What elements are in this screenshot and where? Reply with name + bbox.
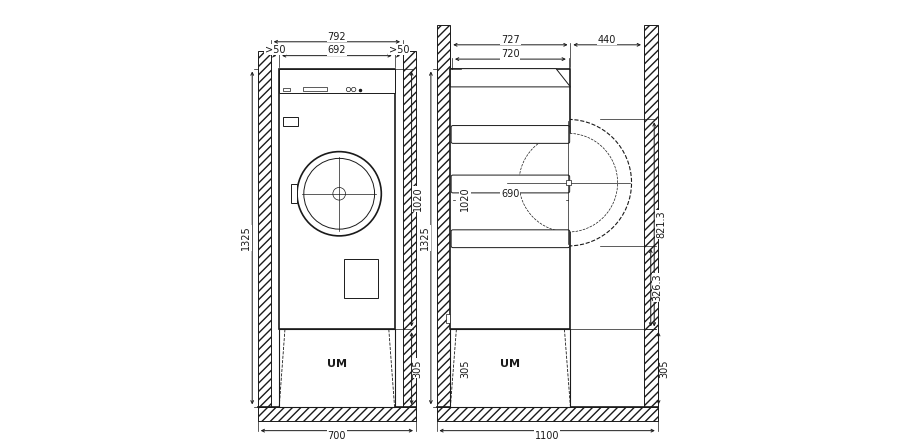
Text: 690: 690 xyxy=(501,189,519,199)
Bar xyxy=(643,25,657,407)
FancyBboxPatch shape xyxy=(451,230,569,248)
Text: 692: 692 xyxy=(327,46,346,55)
Bar xyxy=(279,329,394,407)
Text: UM: UM xyxy=(326,359,346,370)
Text: 305: 305 xyxy=(412,359,422,377)
Bar xyxy=(565,180,570,185)
Text: UM: UM xyxy=(500,359,520,370)
FancyBboxPatch shape xyxy=(451,126,569,143)
Bar xyxy=(436,407,657,421)
Text: 305: 305 xyxy=(659,359,669,377)
Bar xyxy=(450,69,569,329)
FancyBboxPatch shape xyxy=(451,175,569,193)
Text: 700: 700 xyxy=(327,431,346,441)
Text: >50: >50 xyxy=(264,45,285,54)
Circle shape xyxy=(518,133,617,232)
Text: 1020: 1020 xyxy=(459,187,469,211)
Circle shape xyxy=(351,88,355,91)
Circle shape xyxy=(333,187,345,200)
Text: 305: 305 xyxy=(459,359,469,377)
Text: 1325: 1325 xyxy=(241,225,251,250)
Bar xyxy=(292,184,297,203)
Text: 821.3: 821.3 xyxy=(655,210,665,238)
Text: 1100: 1100 xyxy=(534,431,558,441)
Text: 440: 440 xyxy=(598,34,616,45)
Bar xyxy=(445,314,450,323)
Polygon shape xyxy=(450,69,569,87)
Text: >50: >50 xyxy=(388,45,408,54)
Text: 326.3: 326.3 xyxy=(652,274,662,301)
Text: 1020: 1020 xyxy=(412,187,422,211)
Bar xyxy=(282,117,298,126)
Bar xyxy=(282,88,290,91)
Bar xyxy=(450,329,569,407)
Circle shape xyxy=(297,152,381,236)
Bar xyxy=(403,51,415,407)
Text: 720: 720 xyxy=(500,49,519,59)
Text: 1325: 1325 xyxy=(419,225,429,250)
Bar xyxy=(258,407,415,421)
Text: 727: 727 xyxy=(500,34,519,45)
Bar xyxy=(343,259,378,298)
Circle shape xyxy=(346,88,350,91)
Circle shape xyxy=(303,158,374,229)
Bar xyxy=(258,51,271,407)
Bar xyxy=(436,25,450,407)
Bar xyxy=(279,69,394,93)
Bar xyxy=(302,88,326,91)
Bar xyxy=(279,69,394,329)
Circle shape xyxy=(505,119,630,246)
Text: 792: 792 xyxy=(327,31,346,42)
